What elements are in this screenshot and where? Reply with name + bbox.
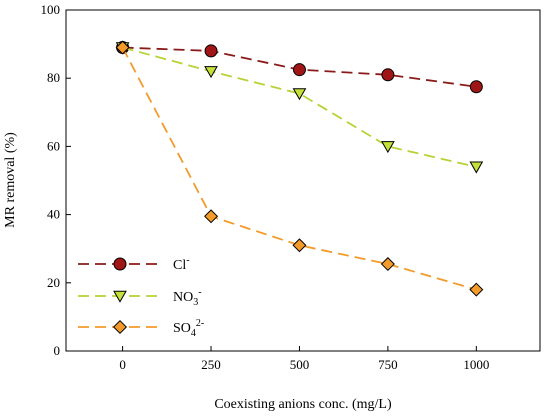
y-tick-label: 0 [54, 343, 61, 358]
legend: Cl-NO3-SO42- [78, 255, 204, 339]
series-line [121, 47, 477, 291]
data-point [292, 238, 307, 253]
legend-label-base: SO [173, 321, 191, 336]
legend-item: NO3- [78, 287, 202, 308]
legend-item: Cl- [78, 255, 190, 273]
legend-label: NO3- [173, 287, 202, 308]
series-so [115, 40, 484, 297]
series-layer [115, 40, 484, 297]
data-point [204, 66, 218, 79]
data-point [469, 282, 484, 297]
series-cl [116, 41, 483, 94]
data-point [381, 141, 395, 154]
data-point [115, 40, 130, 55]
x-tick-label: 250 [201, 357, 221, 372]
legend-label-subscript: 4 [191, 328, 196, 339]
y-tick-label: 80 [47, 70, 60, 85]
y-tick-label: 20 [47, 275, 60, 290]
data-point [381, 68, 395, 82]
legend-label-superscript: - [186, 255, 189, 266]
data-point [204, 44, 218, 58]
x-tick-label: 1000 [463, 357, 489, 372]
data-point [292, 88, 307, 101]
y-tick-label: 100 [41, 2, 61, 17]
y-tick-label: 60 [47, 138, 60, 153]
legend-marker [112, 319, 128, 335]
data-point [380, 257, 395, 272]
legend-label-superscript: 2- [196, 318, 204, 329]
legend-label-base: NO [173, 290, 193, 305]
data-point [469, 161, 484, 174]
data-point [469, 80, 483, 94]
legend-label: SO42- [173, 318, 204, 339]
x-tick-label: 750 [378, 357, 398, 372]
legend-label-superscript: - [198, 287, 201, 298]
series-no [115, 42, 484, 174]
y-tick-label: 40 [47, 207, 60, 222]
x-axis-title: Coexisting anions conc. (mg/L) [214, 397, 392, 412]
legend-label-subscript: 3 [193, 297, 198, 308]
data-point [204, 209, 219, 224]
legend-label-base: Cl [173, 258, 186, 273]
x-tick-label: 0 [119, 357, 126, 372]
legend-label: Cl- [173, 255, 190, 273]
legend-item: SO42- [78, 318, 204, 339]
plot-frame [65, 9, 541, 352]
data-point [292, 63, 306, 77]
legend-marker [113, 290, 127, 303]
x-tick-label: 500 [290, 357, 310, 372]
legend-marker [113, 257, 127, 271]
y-axis-title: MR removal (%) [3, 132, 18, 228]
series-line [122, 46, 477, 168]
